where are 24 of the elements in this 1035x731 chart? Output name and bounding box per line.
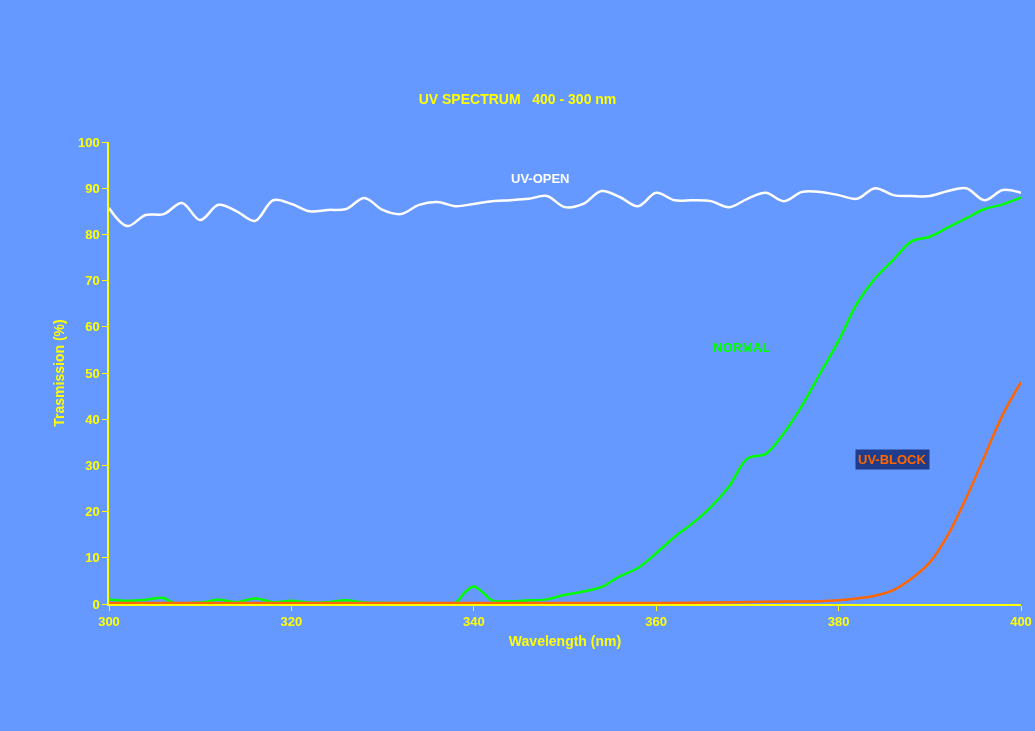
y-tick-label: 20 (85, 504, 100, 520)
x-axis-title: Wavelength (nm) (508, 633, 622, 650)
text: NORMAL (713, 340, 771, 355)
x-tick-label: 320 (280, 614, 303, 630)
x-tick-label: 300 (98, 614, 120, 630)
x-tick-label: 400 (1010, 614, 1032, 630)
x-tick-label: 380 (827, 614, 850, 630)
y-tick-label: 50 (85, 365, 100, 381)
line-series (109, 186, 1021, 228)
y-tick-label: 30 (85, 457, 100, 473)
y-tick-label: 0 (92, 596, 100, 612)
chart-title: UV SPECTRUM 400 - 300 nm (418, 90, 617, 107)
x-tick-label: 360 (645, 614, 668, 630)
y-tick-label: 90 (85, 180, 100, 196)
x-tick-label: 340 (462, 614, 485, 630)
y-tick-label: 100 (77, 134, 100, 150)
y-tick-label: 80 (85, 226, 100, 242)
y-tick-label: 60 (85, 319, 100, 335)
y-tick-label: 10 (85, 550, 100, 566)
series-label: UV-OPEN (511, 171, 570, 186)
y-tick-label: 70 (85, 273, 100, 289)
y-axis-title: Trasmission (%) (51, 319, 68, 427)
y-tick-label: 40 (85, 411, 100, 427)
text: UV-BLOCK (858, 452, 927, 467)
